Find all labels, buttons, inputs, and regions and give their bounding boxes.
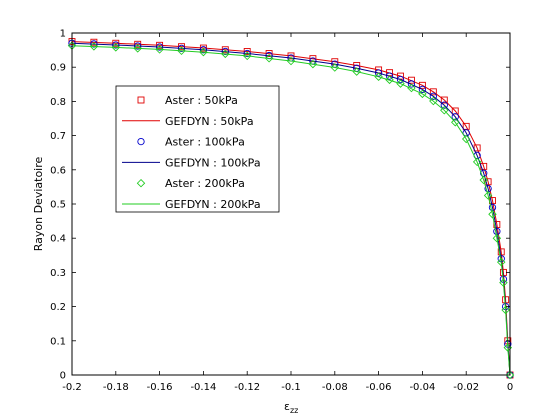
- data-point: [407, 83, 416, 93]
- data-point: [408, 76, 415, 84]
- data-point: [242, 51, 252, 61]
- y-tick-label: 0.6: [50, 165, 66, 176]
- data-point: [374, 69, 383, 77]
- x-tick-label: -0.04: [409, 382, 435, 393]
- legend: Aster : 50kPa GEFDYN : 50kPa Aster : 100kP…: [115, 85, 280, 213]
- data-point: [199, 47, 208, 57]
- y-tick-label: 1: [60, 29, 66, 40]
- data-point: [472, 157, 482, 167]
- legend-label: Aster : 50kPa: [165, 94, 238, 107]
- legend-label: Aster : 100kPa: [165, 136, 245, 149]
- x-tick-label: -0.1: [281, 382, 301, 393]
- y-tick-label: 0: [60, 371, 66, 382]
- series-line-gefdyn-50kpa: [71, 41, 511, 376]
- data-point: [451, 113, 459, 121]
- data-point: [429, 92, 437, 100]
- data-point: [385, 72, 394, 80]
- x-tick-label: -0.02: [453, 382, 479, 393]
- data-point: [308, 59, 318, 69]
- data-point: [429, 88, 437, 96]
- x-tick-label: -0.18: [103, 382, 129, 393]
- y-tick-label: 0.1: [50, 336, 66, 347]
- data-point: [479, 175, 488, 185]
- plot-area: [67, 38, 515, 380]
- data-point: [330, 63, 340, 72]
- x-tick-label: -0.14: [190, 382, 216, 393]
- x-tick-label: -0.06: [366, 382, 392, 393]
- data-point: [352, 67, 361, 76]
- data-point: [111, 43, 121, 52]
- x-axis-label: εzz: [284, 400, 298, 415]
- data-point: [418, 85, 427, 94]
- x-tick-label: -0.08: [322, 382, 348, 393]
- legend-entry: Aster : 100kPa: [137, 136, 245, 149]
- y-tick-label: 0.5: [50, 200, 66, 211]
- legend-label: GEFDYN : 50kPa: [165, 115, 254, 128]
- data-point: [385, 75, 394, 85]
- data-point: [264, 54, 274, 63]
- data-point: [483, 191, 493, 200]
- data-point: [177, 46, 186, 56]
- x-tick-label: -0.12: [234, 382, 260, 393]
- data-point: [418, 81, 426, 89]
- data-point: [407, 80, 416, 88]
- y-tick-label: 0.7: [50, 131, 66, 142]
- data-point: [488, 210, 497, 219]
- legend-marker-swatch: [137, 137, 145, 146]
- legend-label: GEFDYN : 200kPa: [165, 198, 261, 211]
- legend-marker-swatch: [136, 178, 146, 188]
- data-point: [155, 45, 164, 54]
- y-tick-label: 0.3: [50, 268, 66, 279]
- data-point: [493, 221, 501, 228]
- data-point: [440, 101, 448, 109]
- series-line-gefdyn-200kpa: [71, 45, 511, 376]
- data-point: [451, 118, 460, 127]
- data-point: [492, 233, 502, 243]
- data-point: [396, 75, 405, 84]
- legend-marker-swatch: [137, 96, 145, 104]
- legend-label: GEFDYN : 100kPa: [165, 156, 261, 169]
- legend-box: [115, 85, 280, 213]
- y-tick-label: 0.2: [50, 302, 66, 313]
- data-point: [505, 370, 515, 380]
- legend-label: Aster : 200kPa: [165, 177, 245, 190]
- x-axis-label-subscript: zz: [290, 406, 298, 415]
- data-point: [440, 96, 448, 104]
- axis-ticks: -0.2 -0.18 -0.16 -0.14 -0.12 -0.1 -0.08 -0.06 -0…: [50, 29, 513, 394]
- data-point: [461, 134, 471, 144]
- y-tick-label: 0.4: [50, 234, 66, 245]
- data-point: [221, 49, 230, 59]
- data-point: [286, 56, 296, 66]
- legend-entry: Aster : 50kPa: [137, 94, 238, 107]
- y-tick-label: 0.9: [50, 63, 66, 74]
- x-tick-label: 0: [507, 382, 513, 393]
- data-point: [133, 44, 142, 53]
- data-point: [374, 72, 383, 82]
- y-tick-label: 0.8: [50, 97, 66, 108]
- x-tick-label: -0.16: [147, 382, 173, 393]
- data-point: [473, 144, 481, 152]
- data-point: [440, 106, 449, 115]
- x-tick-label: -0.2: [62, 382, 82, 393]
- data-point: [89, 42, 99, 51]
- data-point: [462, 129, 470, 137]
- legend-entry: GEFDYN : 200kPa: [122, 198, 261, 211]
- y-axis-label: Rayon Deviatoire: [32, 156, 45, 251]
- legend-entry: GEFDYN : 100kPa: [122, 156, 261, 169]
- legend-entry: Aster : 200kPa: [136, 177, 245, 190]
- legend-entry: GEFDYN : 50kPa: [122, 115, 254, 128]
- x-axis-label-base: ε: [284, 400, 290, 413]
